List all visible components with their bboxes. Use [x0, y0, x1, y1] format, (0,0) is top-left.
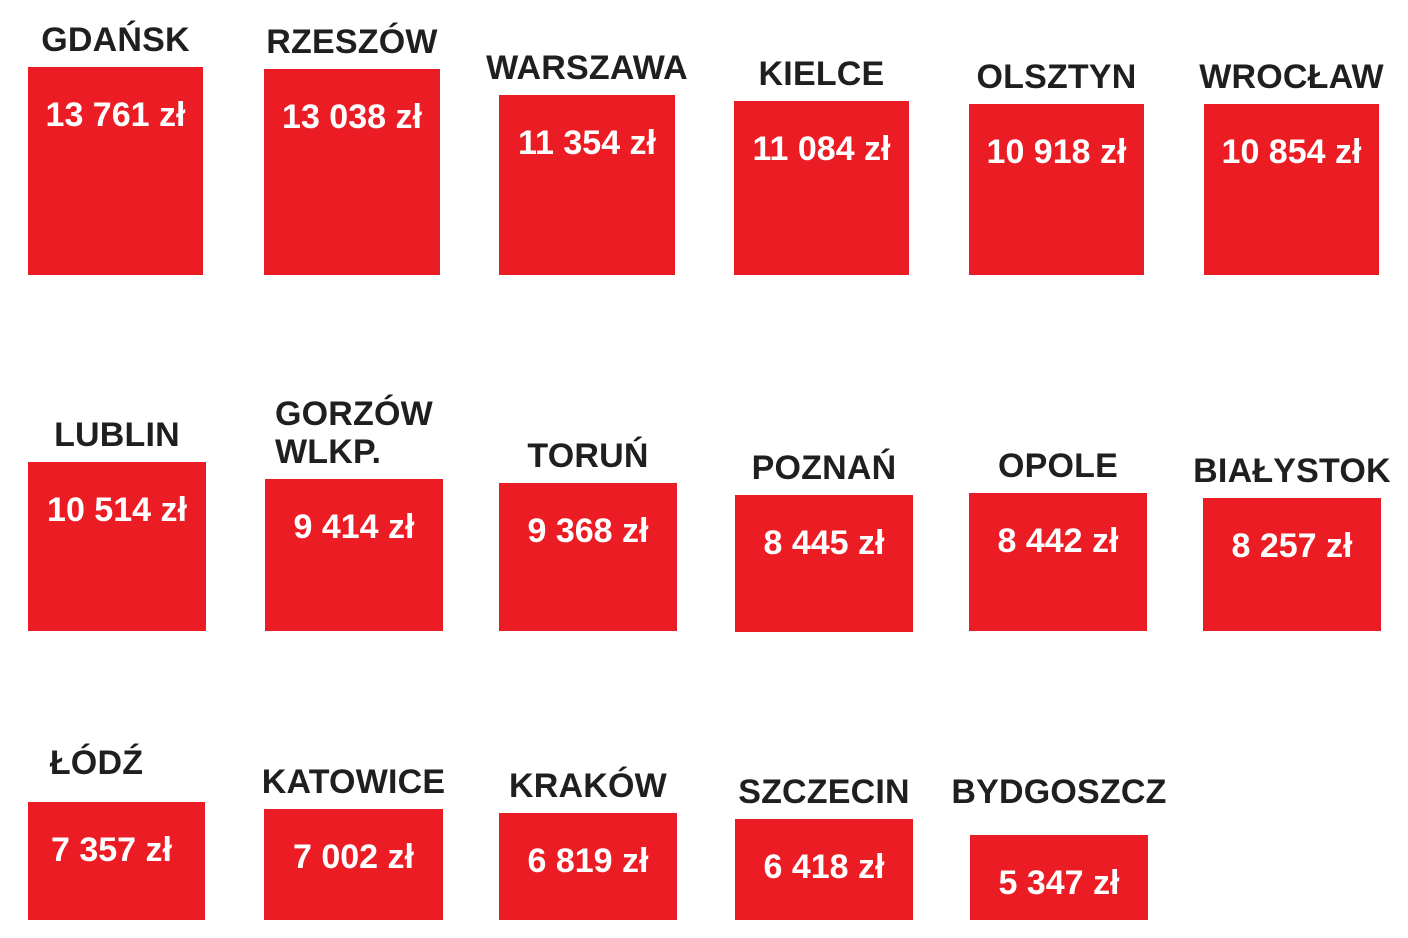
city-label: LUBLIN [54, 416, 180, 454]
tile-poznan: POZNAŃ 8 445 zł [735, 449, 913, 632]
tile-rzeszow: RZESZÓW 13 038 zł [264, 23, 440, 275]
value-box: 13 038 zł [264, 69, 440, 275]
city-label: POZNAŃ [751, 449, 897, 487]
city-label: GORZÓW WLKP. [275, 395, 433, 471]
city-label: OPOLE [997, 447, 1119, 485]
tile-torun: TORUŃ 9 368 zł [499, 437, 677, 631]
value-label: 10 854 zł [1221, 133, 1362, 171]
tile-szczecin: SZCZECIN 6 418 zł [735, 773, 913, 920]
value-label: 10 514 zł [47, 491, 187, 529]
value-label: 6 418 zł [763, 848, 885, 886]
tile-lublin: LUBLIN 10 514 zł [28, 416, 206, 631]
value-box: 8 257 zł [1203, 498, 1381, 631]
value-box: 6 418 zł [735, 819, 913, 920]
tile-bydgoszcz: BYDGOSZCZ 5 347 zł [951, 773, 1166, 920]
city-label: KATOWICE [261, 763, 446, 801]
tile-gorzow-wlkp: GORZÓW WLKP. 9 414 zł [265, 395, 443, 631]
value-label: 8 442 zł [997, 522, 1119, 560]
value-label: 5 347 zł [998, 864, 1120, 902]
value-label: 10 918 zł [986, 133, 1127, 171]
city-label: BYDGOSZCZ [951, 773, 1167, 811]
tile-gdansk: GDAŃSK 13 761 zł [28, 21, 203, 275]
value-box: 11 084 zł [734, 101, 909, 275]
value-box: 9 414 zł [265, 479, 443, 631]
city-label: BIAŁYSTOK [1193, 452, 1391, 490]
city-label: RZESZÓW [266, 23, 438, 61]
city-label: KRAKÓW [509, 767, 667, 805]
value-label: 11 354 zł [517, 124, 656, 162]
city-label: SZCZECIN [738, 773, 910, 811]
value-box: 5 347 zł [970, 835, 1148, 920]
value-label: 9 368 zł [527, 512, 649, 550]
city-label: TORUŃ [527, 437, 649, 475]
value-label: 13 761 zł [45, 96, 186, 134]
value-box: 13 761 zł [28, 67, 203, 275]
tile-lodz: ŁÓDŹ 7 357 zł [28, 744, 205, 920]
value-label: 8 445 zł [763, 524, 885, 562]
tile-kielce: KIELCE 11 084 zł [734, 55, 909, 275]
value-box: 7 002 zł [264, 809, 443, 920]
city-label: ŁÓDŹ [49, 744, 144, 782]
value-label: 8 257 zł [1231, 527, 1353, 565]
value-label: 11 084 zł [752, 130, 891, 168]
value-label: 13 038 zł [282, 98, 422, 136]
value-box: 10 854 zł [1204, 104, 1379, 275]
tile-krakow: KRAKÓW 6 819 zł [499, 767, 677, 920]
value-box: 10 514 zł [28, 462, 206, 631]
value-box: 11 354 zł [499, 95, 675, 275]
value-box: 8 442 zł [969, 493, 1147, 631]
city-label: WARSZAWA [486, 49, 688, 87]
city-label: WROCŁAW [1199, 58, 1384, 96]
value-box: 9 368 zł [499, 483, 677, 631]
tile-bialystok: BIAŁYSTOK 8 257 zł [1193, 452, 1391, 631]
value-label: 7 357 zł [51, 831, 172, 869]
value-box: 7 357 zł [28, 802, 205, 920]
city-label: OLSZTYN [976, 58, 1137, 96]
value-box: 8 445 zł [735, 495, 913, 632]
tile-warszawa: WARSZAWA 11 354 zł [486, 49, 688, 275]
city-label: KIELCE [758, 55, 885, 93]
value-box: 10 918 zł [969, 104, 1144, 275]
tile-olsztyn: OLSZTYN 10 918 zł [969, 58, 1144, 275]
value-box: 6 819 zł [499, 813, 677, 920]
value-label: 9 414 zł [293, 508, 415, 546]
tile-wroclaw: WROCŁAW 10 854 zł [1199, 58, 1384, 275]
tile-katowice: KATOWICE 7 002 zł [262, 763, 445, 920]
value-label: 7 002 zł [293, 838, 414, 876]
value-label: 6 819 zł [527, 842, 649, 880]
city-label: GDAŃSK [41, 21, 190, 59]
tile-opole: OPOLE 8 442 zł [969, 447, 1147, 631]
